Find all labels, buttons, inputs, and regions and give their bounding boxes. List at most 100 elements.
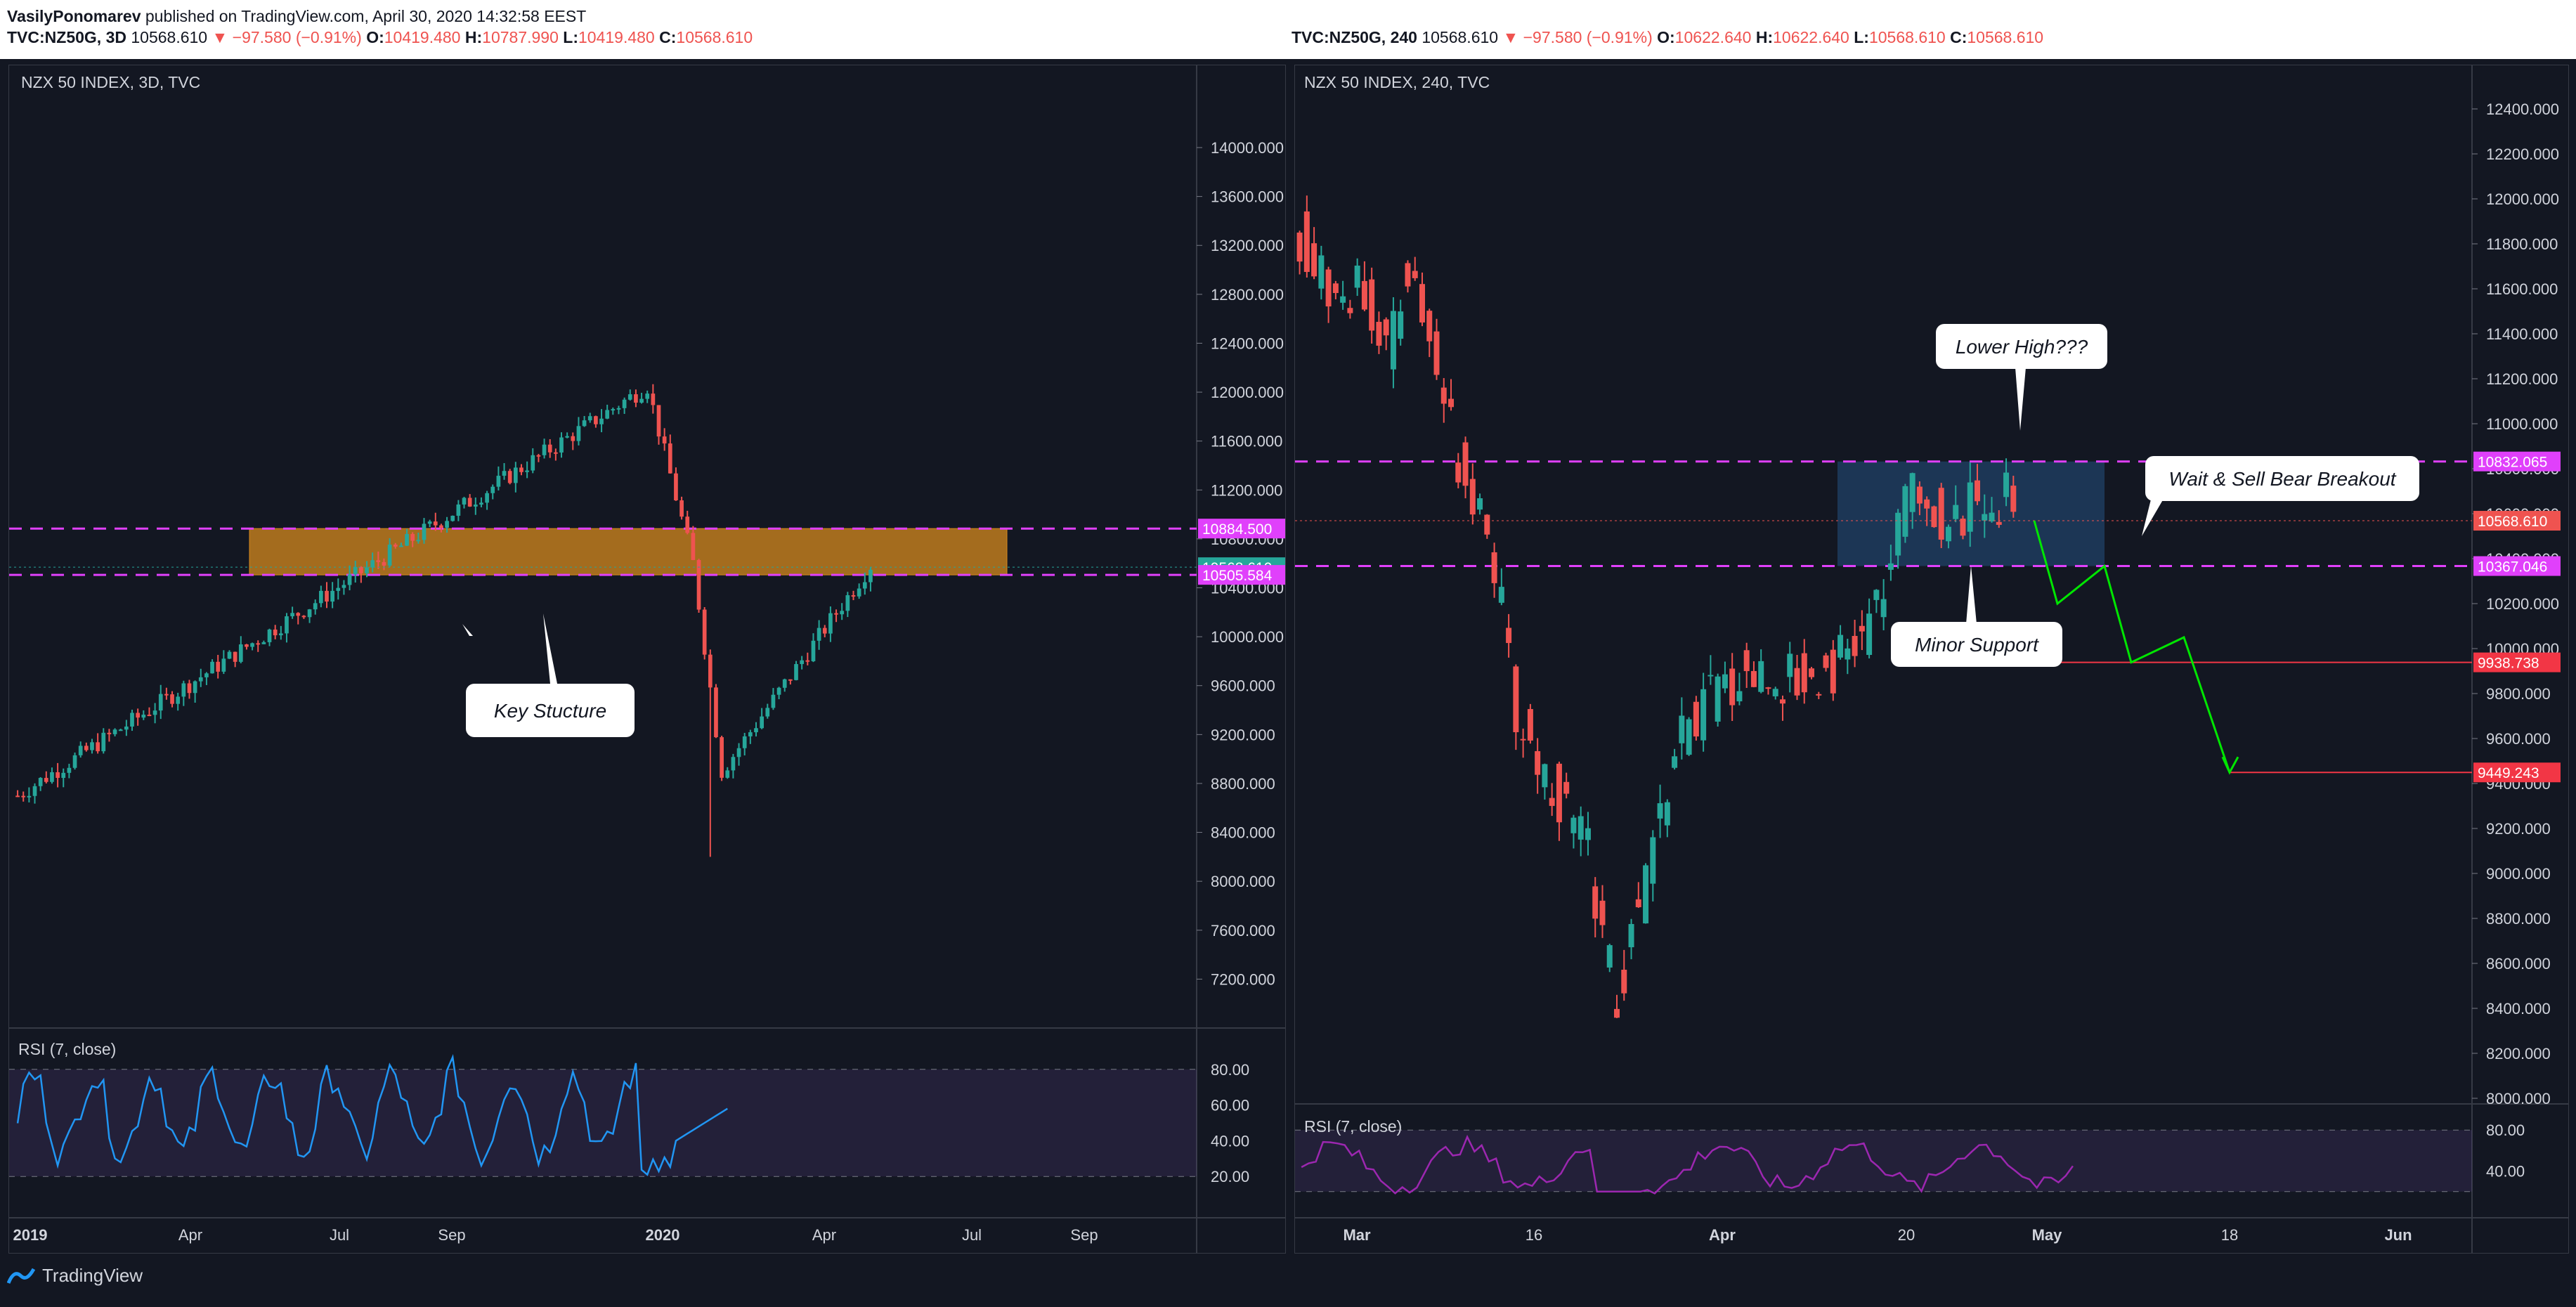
x-tick-label: Jul <box>962 1226 982 1244</box>
candle-body <box>817 628 821 641</box>
left-chart-svg[interactable]: 14000.000 13600.000 13200.000 12800.000 1240… <box>9 65 1285 1253</box>
rsi-tick-label: 60.00 <box>1211 1097 1249 1114</box>
candle-body <box>1498 587 1504 603</box>
y-tick-label: 11600.000 <box>2486 280 2558 298</box>
candle-body <box>1729 668 1736 705</box>
candle-body <box>869 569 873 583</box>
candle-body <box>1996 521 2002 525</box>
candle-body <box>639 398 644 403</box>
x-tick-label: 18 <box>2221 1226 2238 1244</box>
candle-body <box>1556 763 1562 823</box>
right-chart-svg[interactable]: 12400.000 12200.000 12000.000 11800.000 1160… <box>1295 65 2568 1253</box>
candle-body <box>513 467 518 483</box>
candle-body <box>1758 661 1764 692</box>
candle-body <box>347 574 352 585</box>
candle-body <box>765 708 770 717</box>
y-tick-label: 14000.000 <box>1211 139 1284 157</box>
candle-body <box>627 394 632 400</box>
rsi-band <box>1295 1130 2472 1192</box>
price-label-box <box>2473 511 2561 531</box>
candle-body <box>645 394 650 399</box>
candle-body <box>748 732 753 736</box>
y-tick-label: 13200.000 <box>1211 237 1284 254</box>
candle-body <box>731 757 736 771</box>
key-structure-callout <box>466 684 635 737</box>
candle-body <box>776 687 781 695</box>
candle-body <box>124 726 129 730</box>
x-tick-label: Apr <box>1709 1226 1736 1244</box>
footer: TradingView <box>7 1265 143 1287</box>
footer-brand[interactable]: TradingView <box>42 1265 143 1286</box>
candle-body <box>112 729 117 734</box>
right-chart-panel[interactable]: 12400.000 12200.000 12000.000 11800.000 1160… <box>1294 65 2569 1254</box>
candle-body <box>245 644 249 647</box>
left-chart-panel[interactable]: 14000.000 13600.000 13200.000 12800.000 1240… <box>8 65 1286 1254</box>
candle-body <box>502 471 507 476</box>
candle-body <box>1931 506 1937 528</box>
y-tick-label: 9000.000 <box>2486 865 2551 883</box>
right-high: 10622.640 <box>1773 28 1849 46</box>
y-tick-label: 9200.000 <box>2486 820 2551 838</box>
candle-body <box>56 772 60 778</box>
y-tick-label: 11200.000 <box>2486 370 2558 388</box>
candle-body <box>1895 512 1901 556</box>
candle-body <box>445 521 449 528</box>
candle-body <box>467 498 472 507</box>
right-close-label: C: <box>1950 28 1967 46</box>
candle-body <box>439 525 443 528</box>
candle-body <box>1830 649 1836 694</box>
candle-body <box>233 651 238 662</box>
minor-support-callout <box>1891 622 2062 667</box>
candle-body <box>1592 886 1599 919</box>
candle-body <box>1902 486 1908 537</box>
candle-body <box>1440 387 1447 404</box>
candle-body <box>1989 512 1995 522</box>
candle-body <box>1419 284 1425 323</box>
candle-body <box>851 595 856 597</box>
candle-body <box>1743 650 1750 672</box>
candle-body <box>594 416 598 424</box>
candle-body <box>210 661 214 674</box>
left-low-label: L: <box>563 28 578 46</box>
candle-body <box>1585 828 1591 840</box>
candle-body <box>668 443 672 474</box>
candle-body <box>256 643 261 645</box>
y-tick-label: 11400.000 <box>2486 325 2558 343</box>
candle-body <box>1657 803 1663 819</box>
candle-body <box>250 643 254 647</box>
candle-body <box>325 590 329 602</box>
candle-body <box>330 590 334 602</box>
candle-body <box>771 694 776 708</box>
x-tick-label: Sep <box>438 1226 465 1244</box>
candle-body <box>1852 636 1858 656</box>
candle-body <box>1296 233 1303 262</box>
author-name[interactable]: VasilyPonomarev <box>7 7 141 25</box>
candle-body <box>1614 1008 1620 1018</box>
candle-body <box>336 587 341 591</box>
candle-body <box>1376 322 1382 346</box>
candle-body <box>1412 271 1418 278</box>
candle-body <box>365 567 369 573</box>
y-tick-label: 12200.000 <box>2486 145 2559 163</box>
candle-body <box>691 533 696 560</box>
candle-body <box>1354 265 1360 288</box>
publish-header: VasilyPonomarev published on TradingView… <box>7 7 586 26</box>
candle-body <box>285 616 289 634</box>
candle-body <box>193 681 197 694</box>
candle-body <box>78 746 83 755</box>
price-label-box <box>1198 519 1285 539</box>
candle-body <box>1982 514 1988 521</box>
candle-body <box>634 394 638 403</box>
candle-body <box>1570 817 1577 833</box>
y-tick-label: 8800.000 <box>2486 910 2551 928</box>
x-tick-label: Jul <box>330 1226 349 1244</box>
candle-body <box>273 629 278 636</box>
candle-body <box>50 772 54 782</box>
candle-body <box>32 786 37 796</box>
projection-path <box>2033 520 2231 773</box>
candle-body <box>382 561 386 566</box>
candle-body <box>1469 479 1476 515</box>
candle-body <box>736 748 741 757</box>
candle-body <box>674 473 678 501</box>
candle-body <box>531 455 535 471</box>
